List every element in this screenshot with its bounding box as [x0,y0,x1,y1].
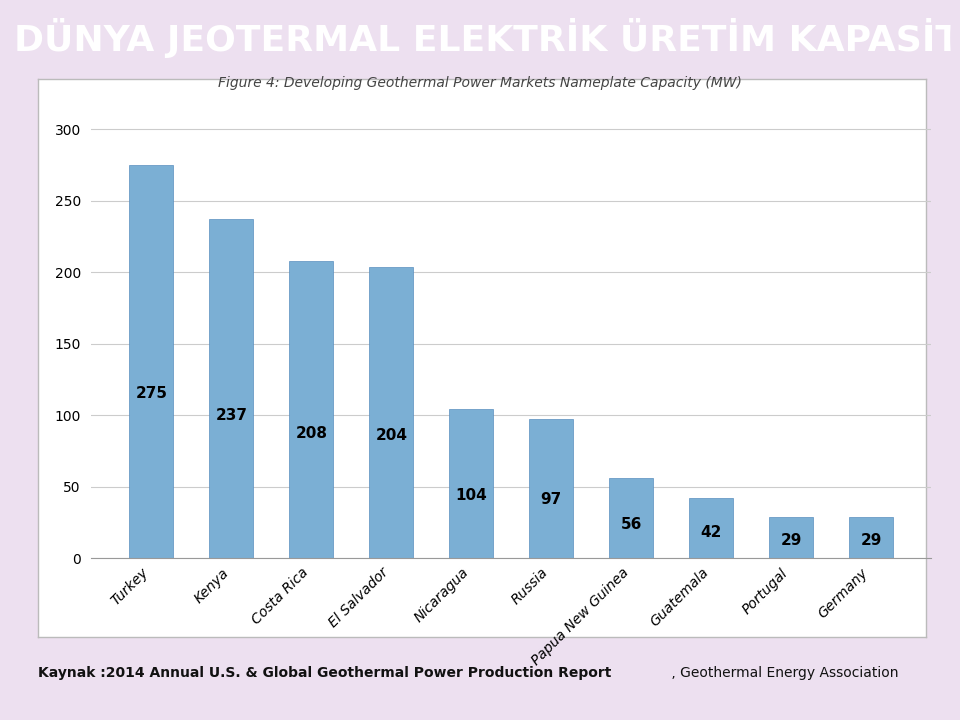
Text: 204: 204 [375,428,407,443]
Text: 237: 237 [215,408,248,423]
Text: 56: 56 [620,517,642,532]
Bar [529,420,573,558]
Ellipse shape [950,0,960,91]
Text: 29: 29 [860,533,881,548]
Text: 104: 104 [455,488,487,503]
Bar [849,516,893,558]
Bar [209,220,253,558]
Text: 97: 97 [540,492,562,508]
Text: Kaynak :2014 Annual U.S. & Global Geothermal Power Production Report: Kaynak :2014 Annual U.S. & Global Geothe… [38,667,612,680]
Bar [610,478,653,558]
Text: DÜNYA JEOTERMAL ELEKTRİK ÜRETİM KAPASİTELERİ: DÜNYA JEOTERMAL ELEKTRİK ÜRETİM KAPASİTE… [14,18,960,58]
Text: , Geothermal Energy Association: , Geothermal Energy Association [667,667,899,680]
Bar [370,266,413,558]
Bar [689,498,733,558]
Text: Figure 4: Developing Geothermal Power Markets Nameplate Capacity (MW): Figure 4: Developing Geothermal Power Ma… [218,76,742,90]
Text: 208: 208 [296,426,327,441]
Bar [769,516,813,558]
Text: 29: 29 [780,533,802,548]
Text: 275: 275 [135,385,167,400]
Bar [449,410,493,558]
Text: 42: 42 [701,526,722,540]
Bar [289,261,333,558]
Bar [130,165,174,558]
